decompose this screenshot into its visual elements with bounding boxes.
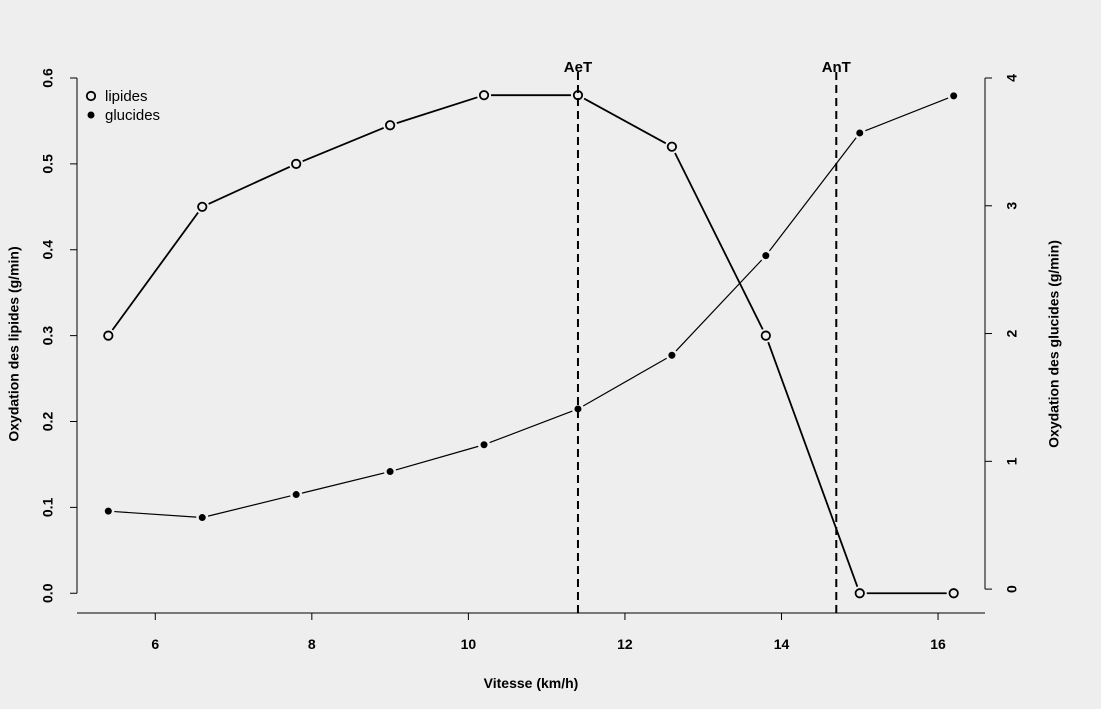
legend-label-glucides: glucides [105, 107, 160, 124]
series-glucides [104, 92, 958, 522]
series-glucides-point [292, 491, 300, 499]
series-lipides-segment [767, 341, 859, 587]
x-tick-label: 8 [308, 636, 316, 652]
legend: lipides glucides [85, 88, 160, 124]
y-right-axis-title: Oxydation des glucides (g/min) [1046, 240, 1062, 448]
vline-label-aet: AeT [564, 59, 592, 76]
x-tick-label: 16 [930, 636, 946, 652]
series-glucides-point [104, 507, 112, 515]
series-lipides-segment [674, 152, 764, 330]
legend-marker-lipides [85, 90, 97, 102]
series-glucides-point [198, 514, 206, 522]
series-lipides-point [478, 90, 490, 101]
y-right-tick-label: 3 [1004, 202, 1020, 210]
y-right-tick-label: 0 [1004, 585, 1020, 593]
series-lipides [103, 90, 959, 599]
series-lipides-segment [396, 96, 478, 124]
series-lipides-point [760, 330, 771, 341]
series-glucides-segment [489, 410, 573, 444]
series-glucides-point [480, 441, 488, 449]
series-glucides-point [574, 405, 582, 413]
series-glucides-point [950, 92, 958, 100]
reference-lines: AeT AnT [564, 59, 851, 613]
vline-label-ant: AnT [822, 59, 851, 76]
legend-label-lipides: lipides [105, 88, 148, 105]
series-lipides-point [385, 120, 396, 131]
series-lipides-segment [302, 127, 384, 163]
series-lipides-point [103, 330, 114, 341]
y-left-axis-title: Oxydation des lipides (g/min) [6, 246, 22, 441]
series-lipides-point [572, 90, 584, 101]
x-tick-label: 10 [461, 636, 477, 652]
series-glucides-point [856, 129, 864, 137]
series-lipides-point [948, 588, 959, 599]
series-lipides-point [854, 588, 865, 599]
series-glucides-segment [301, 472, 385, 494]
y-right-tick-label: 4 [1004, 74, 1020, 82]
series-lipides-segment [208, 165, 291, 205]
y-left-tick-label: 0.2 [40, 412, 56, 432]
x-tick-label: 12 [617, 636, 633, 652]
series-lipides-point [666, 141, 677, 152]
series-glucides-segment [768, 137, 857, 252]
series-glucides-segment [675, 259, 763, 352]
x-tick-label: 14 [774, 636, 790, 652]
y-left-tick-label: 0.3 [40, 326, 56, 346]
series-glucides-segment [114, 510, 197, 518]
x-axis-title: Vitesse (km/h) [484, 675, 579, 691]
series-glucides-point [386, 468, 394, 476]
series-glucides-point [668, 351, 676, 359]
series-glucides-point [762, 252, 770, 260]
y-left-tick-label: 0.5 [40, 154, 56, 174]
y-left-tick-label: 0.6 [40, 68, 56, 88]
legend-marker-glucides [87, 111, 95, 119]
y-left-tick-label: 0.4 [40, 240, 56, 260]
series-lipides-point [291, 158, 302, 169]
series-lipides-segment [583, 97, 667, 145]
series-glucides-segment [395, 445, 479, 471]
series-glucides-segment [582, 357, 667, 407]
series-lipides-point [197, 201, 208, 212]
series-lipides-segment [111, 211, 199, 331]
y-right-tick-label: 1 [1004, 457, 1020, 465]
series-glucides-segment [207, 495, 291, 517]
y-right-tick-label: 2 [1004, 329, 1020, 337]
series-layer [103, 90, 959, 599]
series-glucides-segment [865, 97, 949, 132]
y-left-tick-label: 0.1 [40, 497, 56, 517]
y-left-tick-label: 0.0 [40, 583, 56, 603]
x-tick-label: 6 [151, 636, 159, 652]
